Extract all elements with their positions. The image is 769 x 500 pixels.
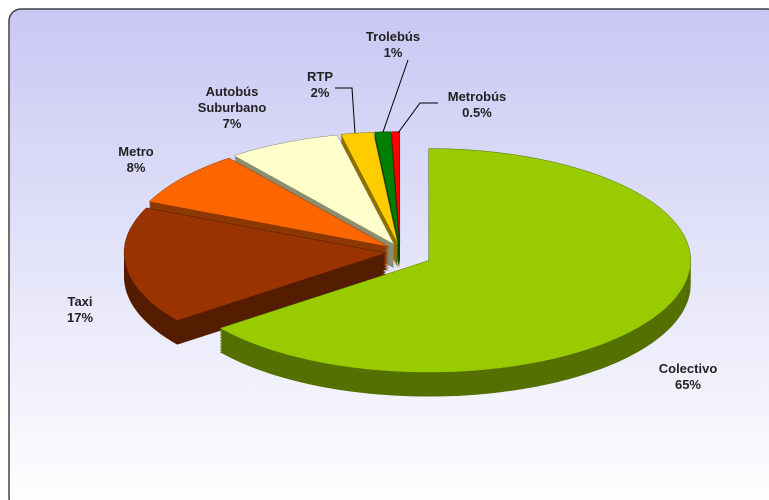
- data-label: Metro 8%: [118, 144, 153, 176]
- category-label: Metro: [118, 144, 154, 159]
- data-label: Metrobús 0.5%: [448, 89, 507, 121]
- category-label: Metrobús: [447, 89, 507, 104]
- category-label: RTP: [307, 69, 333, 84]
- slice: [148, 157, 390, 248]
- category-label: Autobús Suburbano: [197, 84, 267, 115]
- value-label: 0.5%: [462, 105, 492, 120]
- data-label: Trolebús 1%: [366, 29, 420, 61]
- data-label: Autobús Suburbano 7%: [189, 84, 275, 132]
- slice: [391, 131, 401, 244]
- category-label: Colectivo: [658, 361, 718, 376]
- data-label: Taxi 17%: [67, 294, 93, 326]
- value-label: 65%: [674, 377, 702, 392]
- leader-line: [397, 102, 438, 134]
- leader-line: [335, 87, 356, 134]
- category-label: Trolebús: [365, 29, 421, 44]
- value-label: 1%: [383, 45, 403, 60]
- value-label: 17%: [66, 310, 94, 325]
- value-label: 2%: [310, 85, 330, 100]
- slices: [123, 131, 691, 397]
- data-label: Colectivo 65%: [659, 361, 718, 393]
- slice-side: [374, 136, 400, 249]
- leader-line: [382, 59, 409, 133]
- value-label: 7%: [222, 116, 242, 131]
- slice: [340, 131, 399, 244]
- slice: [233, 134, 395, 246]
- slice-side: [374, 133, 400, 246]
- slice: [219, 148, 691, 373]
- slice-side: [374, 134, 400, 247]
- data-label: RTP 2%: [307, 69, 333, 101]
- slice: [123, 207, 387, 321]
- value-label: 8%: [126, 160, 146, 175]
- category-label: Taxi: [67, 294, 93, 309]
